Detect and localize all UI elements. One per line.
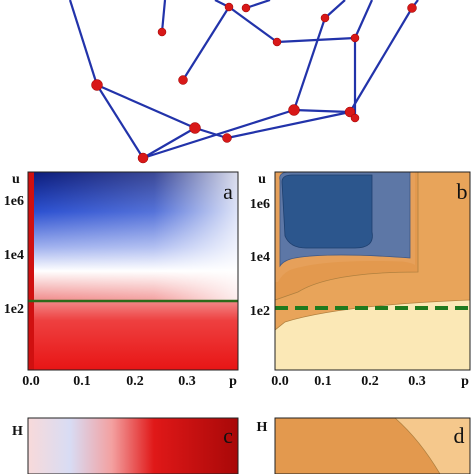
panel-b: b u 1e6 1e4 1e2 0.0 0.1 0.2 0.3 p <box>250 171 471 389</box>
panel-a: a u 1e6 1e4 1e2 0.0 0.1 0.2 0.3 p <box>4 171 239 389</box>
x-tick-label: 0.3 <box>408 374 426 389</box>
y-tick-label: 1e2 <box>4 302 24 317</box>
panel-label: d <box>454 423 465 448</box>
y-axis-label: H <box>257 420 268 435</box>
y-tick-label: 1e6 <box>4 194 24 209</box>
y-tick-label: 1e2 <box>250 304 270 319</box>
x-tick-label: 0.2 <box>126 374 144 389</box>
y-axis-label: H <box>12 424 23 439</box>
x-tick-label: 0.2 <box>361 374 379 389</box>
x-tick-label: 0.0 <box>22 374 40 389</box>
y-tick-label: 1e4 <box>250 250 270 265</box>
y-tick-label: 1e6 <box>250 197 270 212</box>
x-axis-label: p <box>229 374 237 389</box>
y-tick-label: 1e4 <box>4 248 24 263</box>
x-tick-label: 0.0 <box>271 374 289 389</box>
x-tick-label: 0.3 <box>178 374 196 389</box>
panel-c: c H <box>12 417 239 474</box>
x-axis-label: p <box>461 374 469 389</box>
y-axis-label: u <box>258 172 266 187</box>
panel-label: a <box>223 179 233 204</box>
x-tick-label: 0.1 <box>314 374 332 389</box>
panel-label: b <box>457 179 468 204</box>
x-tick-label: 0.1 <box>73 374 91 389</box>
panel-label: c <box>223 423 233 448</box>
panel-d: d H <box>257 417 471 474</box>
network <box>68 0 419 164</box>
y-axis-label: u <box>12 172 20 187</box>
